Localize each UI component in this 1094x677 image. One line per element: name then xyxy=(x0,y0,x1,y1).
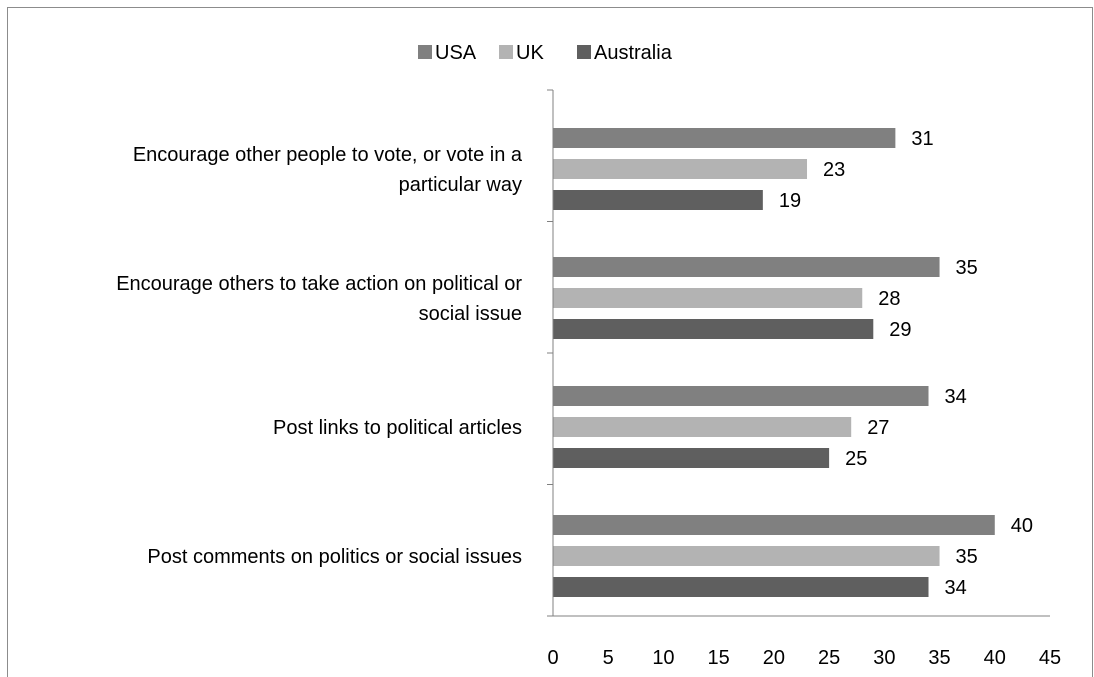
bar xyxy=(553,319,874,339)
x-tick-label: 45 xyxy=(1039,647,1061,669)
data-label: 19 xyxy=(779,190,801,212)
data-label: 35 xyxy=(956,257,978,279)
bar xyxy=(553,159,808,179)
category-label: Encourage other people to vote, or vote … xyxy=(133,144,523,166)
category-label: Post links to political articles xyxy=(273,417,522,439)
legend-swatch-uk xyxy=(499,45,513,59)
data-label: 28 xyxy=(878,288,900,310)
data-label: 34 xyxy=(945,577,967,599)
x-tick-label: 0 xyxy=(547,647,558,669)
bar xyxy=(553,190,763,210)
data-label: 35 xyxy=(956,546,978,568)
data-label: 25 xyxy=(845,448,867,470)
data-label: 31 xyxy=(911,128,933,150)
legend-swatch-usa xyxy=(418,45,432,59)
data-label: 23 xyxy=(823,159,845,181)
x-tick-label: 30 xyxy=(873,647,895,669)
x-tick-labels: 0 5 10 15 20 25 30 35 40 45 xyxy=(547,647,1061,669)
bar xyxy=(553,128,896,148)
legend-swatch-australia xyxy=(577,45,591,59)
x-tick-label: 35 xyxy=(928,647,950,669)
category-label: social issue xyxy=(419,303,522,325)
legend-label-uk: UK xyxy=(516,42,544,64)
category-label: particular way xyxy=(399,174,522,196)
legend-label-usa: USA xyxy=(435,42,477,64)
x-tick-label: 25 xyxy=(818,647,840,669)
bar xyxy=(553,417,852,437)
x-tick-label: 15 xyxy=(708,647,730,669)
data-label: 40 xyxy=(1011,515,1033,537)
bar xyxy=(553,448,830,468)
bar xyxy=(553,546,940,566)
legend: USA UK Australia xyxy=(418,42,673,64)
x-tick-label: 40 xyxy=(984,647,1006,669)
x-tick-label: 5 xyxy=(603,647,614,669)
category-label: Post comments on politics or social issu… xyxy=(147,546,522,568)
x-tick-label: 10 xyxy=(652,647,674,669)
data-label: 27 xyxy=(867,417,889,439)
bar xyxy=(553,386,929,406)
legend-label-australia: Australia xyxy=(594,42,673,64)
axes xyxy=(547,89,1050,617)
bar xyxy=(553,288,863,308)
data-label: 34 xyxy=(945,386,967,408)
bar xyxy=(553,257,940,277)
bar xyxy=(553,577,929,597)
bar xyxy=(553,515,995,535)
category-label: Encourage others to take action on polit… xyxy=(116,273,522,295)
data-label: 29 xyxy=(889,319,911,341)
x-tick-label: 20 xyxy=(763,647,785,669)
category-labels: Encourage other people to vote, or vote … xyxy=(116,144,523,568)
